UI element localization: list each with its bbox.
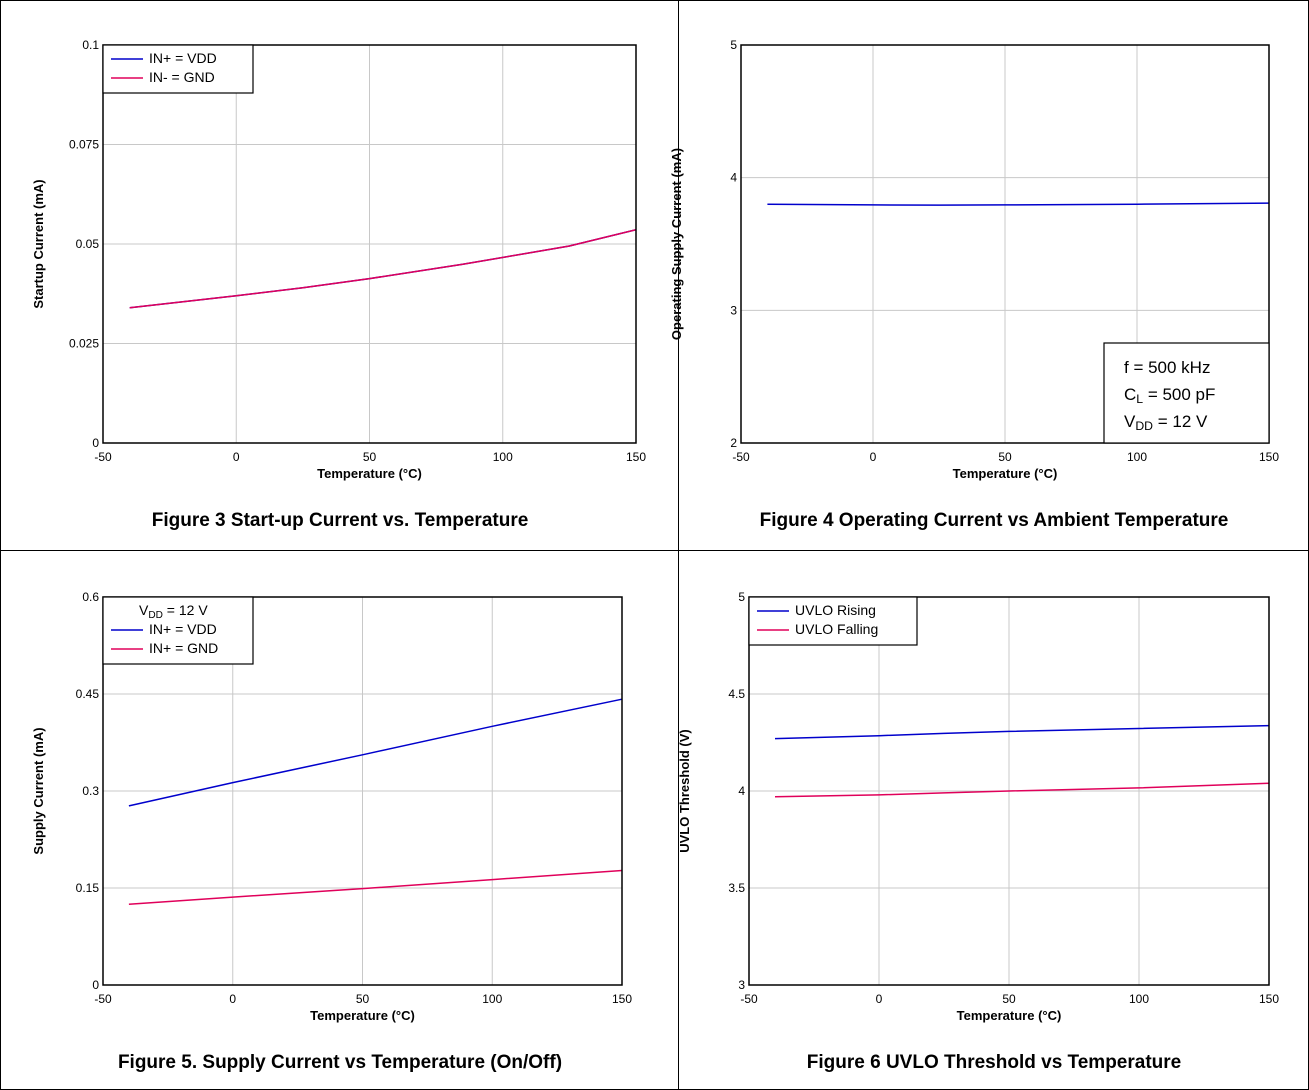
series-line-1 xyxy=(129,228,637,309)
y-tick-label: 0.025 xyxy=(69,337,99,351)
y-axis-label: UVLO Threshold (V) xyxy=(677,729,692,853)
series-line-1 xyxy=(767,202,1270,206)
legend-box xyxy=(102,44,254,94)
x-tick-label: 150 xyxy=(626,450,646,464)
x-tick-label: 0 xyxy=(876,992,883,1006)
x-tick-label: 150 xyxy=(612,992,632,1006)
legend-box xyxy=(748,596,918,646)
y-tick-label: 0 xyxy=(92,436,99,450)
x-tick-label: 100 xyxy=(482,992,502,1006)
plot-area-frame xyxy=(748,596,1270,986)
plot-area-frame xyxy=(740,44,1270,444)
x-axis-label: Temperature (°C) xyxy=(957,1008,1062,1023)
legend-label-1: IN+ = VDD xyxy=(149,621,217,637)
x-axis-label: Temperature (°C) xyxy=(310,1008,415,1023)
legend-label-2: IN+ = GND xyxy=(149,640,218,656)
x-tick-label: -50 xyxy=(94,992,112,1006)
y-tick-label: 4 xyxy=(738,784,745,798)
y-tick-label: 5 xyxy=(730,38,737,52)
x-tick-label: 100 xyxy=(1129,992,1149,1006)
y-tick-label: 4 xyxy=(730,171,737,185)
legend-title: VDD = 12 V xyxy=(139,602,208,621)
x-axis-label: Temperature (°C) xyxy=(953,466,1058,481)
x-axis-label: Temperature (°C) xyxy=(317,466,422,481)
x-tick-label: 100 xyxy=(493,450,513,464)
x-tick-label: 100 xyxy=(1127,450,1147,464)
y-tick-label: 3.5 xyxy=(728,881,745,895)
annotation-box xyxy=(1103,342,1270,444)
x-tick-label: 50 xyxy=(1002,992,1016,1006)
x-tick-label: 0 xyxy=(229,992,236,1006)
y-tick-label: 0 xyxy=(92,978,99,992)
plot-area-frame xyxy=(102,44,637,444)
y-tick-label: 0.6 xyxy=(82,590,99,604)
chart-1: -50 0 50 100 15000.0250.050.0750.1Temperatur… xyxy=(31,38,646,531)
x-tick-label: -50 xyxy=(732,450,750,464)
figure-caption: Figure 6 UVLO Threshold vs Temperature xyxy=(807,1052,1181,1073)
plot-area-frame xyxy=(102,596,623,986)
y-axis-label: Startup Current (mA) xyxy=(31,179,46,308)
y-tick-label: 0.3 xyxy=(82,784,99,798)
figure-caption: Figure 5. Supply Current vs Temperature … xyxy=(118,1052,562,1073)
y-tick-label: 2 xyxy=(730,436,737,450)
series-line-2 xyxy=(128,869,623,905)
annotation-line-1: f = 500 kHz xyxy=(1124,358,1210,377)
chart-2: -50 0 50 100 150 2 3 4 5 Temperature (°C) Operatin… xyxy=(669,38,1279,531)
legend: UVLO Rising UVLO Falling xyxy=(748,596,918,646)
x-tick-label: 150 xyxy=(1259,450,1279,464)
series-line-1 xyxy=(774,724,1270,740)
x-tick-label: -50 xyxy=(740,992,758,1006)
series-line-2 xyxy=(774,782,1270,798)
figure-caption: Figure 3 Start-up Current vs. Temperatur… xyxy=(152,510,529,531)
y-axis-label: Operating Supply Current (mA) xyxy=(669,148,684,340)
x-tick-label: 0 xyxy=(233,450,240,464)
annotation: f = 500 kHz CL = 500 pF VDD = 12 V xyxy=(1103,342,1270,444)
x-tick-label: 150 xyxy=(1259,992,1279,1006)
y-tick-label: 4.5 xyxy=(728,687,745,701)
series-line-1 xyxy=(128,698,623,807)
legend-label-2: IN- = GND xyxy=(149,69,215,85)
y-tick-label: 0.1 xyxy=(82,38,99,52)
x-tick-label: -50 xyxy=(94,450,112,464)
y-tick-label: 3 xyxy=(730,303,737,317)
legend-label-1: UVLO Rising xyxy=(795,602,876,618)
x-tick-label: 50 xyxy=(363,450,377,464)
series-line-2 xyxy=(129,228,637,309)
legend-label-2: UVLO Falling xyxy=(795,621,878,637)
legend: IN+ = VDD IN- = GND xyxy=(102,44,254,94)
x-tick-label: 0 xyxy=(870,450,877,464)
annotation-line-2: CL = 500 pF xyxy=(1124,385,1215,406)
x-tick-label: 50 xyxy=(356,992,370,1006)
y-tick-label: 3 xyxy=(738,978,745,992)
annotation-line-3: VDD = 12 V xyxy=(1124,412,1208,433)
y-axis-label: Supply Current (mA) xyxy=(31,727,46,854)
y-tick-label: 0.075 xyxy=(69,138,99,152)
figure-caption: Figure 4 Operating Current vs Ambient Te… xyxy=(760,510,1229,531)
y-tick-label: 0.05 xyxy=(76,237,100,251)
x-tick-label: 50 xyxy=(998,450,1012,464)
legend: VDD = 12 VIN+ = VDD IN+ = GND xyxy=(102,596,254,665)
legend-label-1: IN+ = VDD xyxy=(149,50,217,66)
y-tick-label: 5 xyxy=(738,590,745,604)
chart-4: -50 0 50 100 150 3 3.5 4 4.5 5 Temperature (°C) UVL… xyxy=(677,590,1279,1073)
y-tick-label: 0.45 xyxy=(76,687,100,701)
y-tick-label: 0.15 xyxy=(76,881,100,895)
